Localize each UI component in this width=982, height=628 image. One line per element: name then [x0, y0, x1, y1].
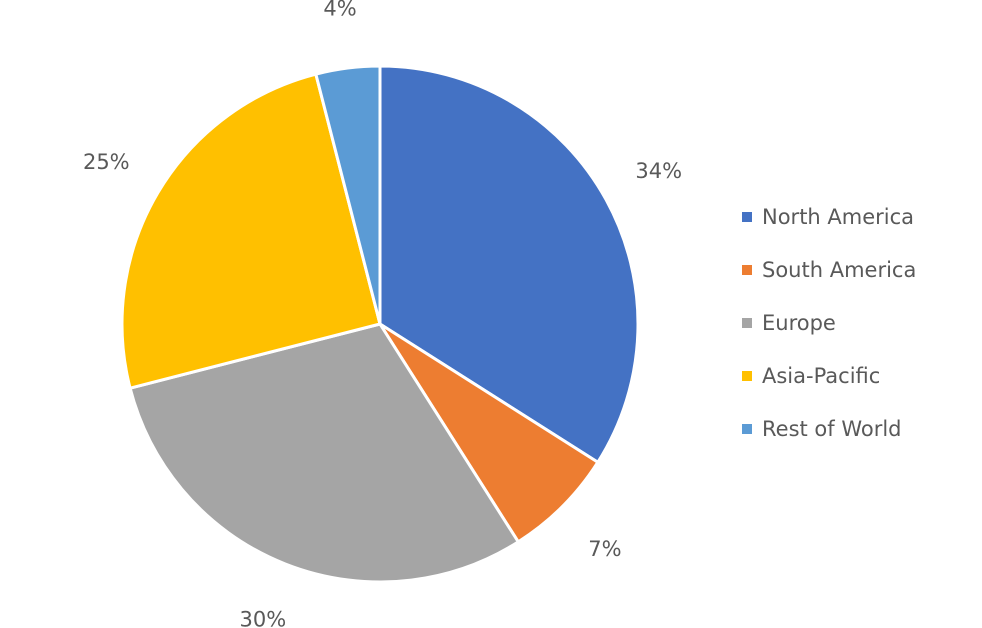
legend-label-rest-of-world: Rest of World	[762, 417, 902, 441]
legend-label-europe: Europe	[762, 311, 836, 335]
legend-swatch-asia-pacific	[742, 371, 752, 381]
data-label-asia-pacific: 25%	[83, 150, 130, 174]
data-label-south-america: 7%	[588, 537, 621, 561]
data-label-rest-of-world: 4%	[323, 0, 356, 21]
chart-legend: North America South America Europe Asia-Pac…	[742, 205, 916, 441]
legend-label-asia-pacific: Asia-Pacific	[762, 364, 880, 388]
data-label-north-america: 34%	[635, 159, 682, 183]
legend-swatch-rest-of-world	[742, 424, 752, 434]
pie-slice-asia-pacific	[120, 72, 382, 390]
legend-swatch-south-america	[742, 265, 752, 275]
legend-label-north-america: North America	[762, 205, 914, 229]
legend-item-asia-pacific: Asia-Pacific	[742, 364, 880, 388]
legend-label-south-america: South America	[762, 258, 916, 282]
pie-data-labels: 34% 7% 30% 25% 4%	[83, 0, 682, 628]
legend-item-rest-of-world: Rest of World	[742, 417, 902, 441]
pie-slice-europe	[128, 322, 520, 584]
legend-swatch-europe	[742, 318, 752, 328]
data-label-europe: 30%	[240, 608, 287, 628]
legend-item-north-america: North America	[742, 205, 914, 229]
legend-item-europe: Europe	[742, 311, 836, 335]
legend-item-south-america: South America	[742, 258, 916, 282]
pie-slice-rest-of-world	[314, 64, 382, 326]
pie-slices	[120, 64, 640, 584]
legend-swatch-north-america	[742, 212, 752, 222]
pie-slice-south-america	[378, 322, 600, 544]
